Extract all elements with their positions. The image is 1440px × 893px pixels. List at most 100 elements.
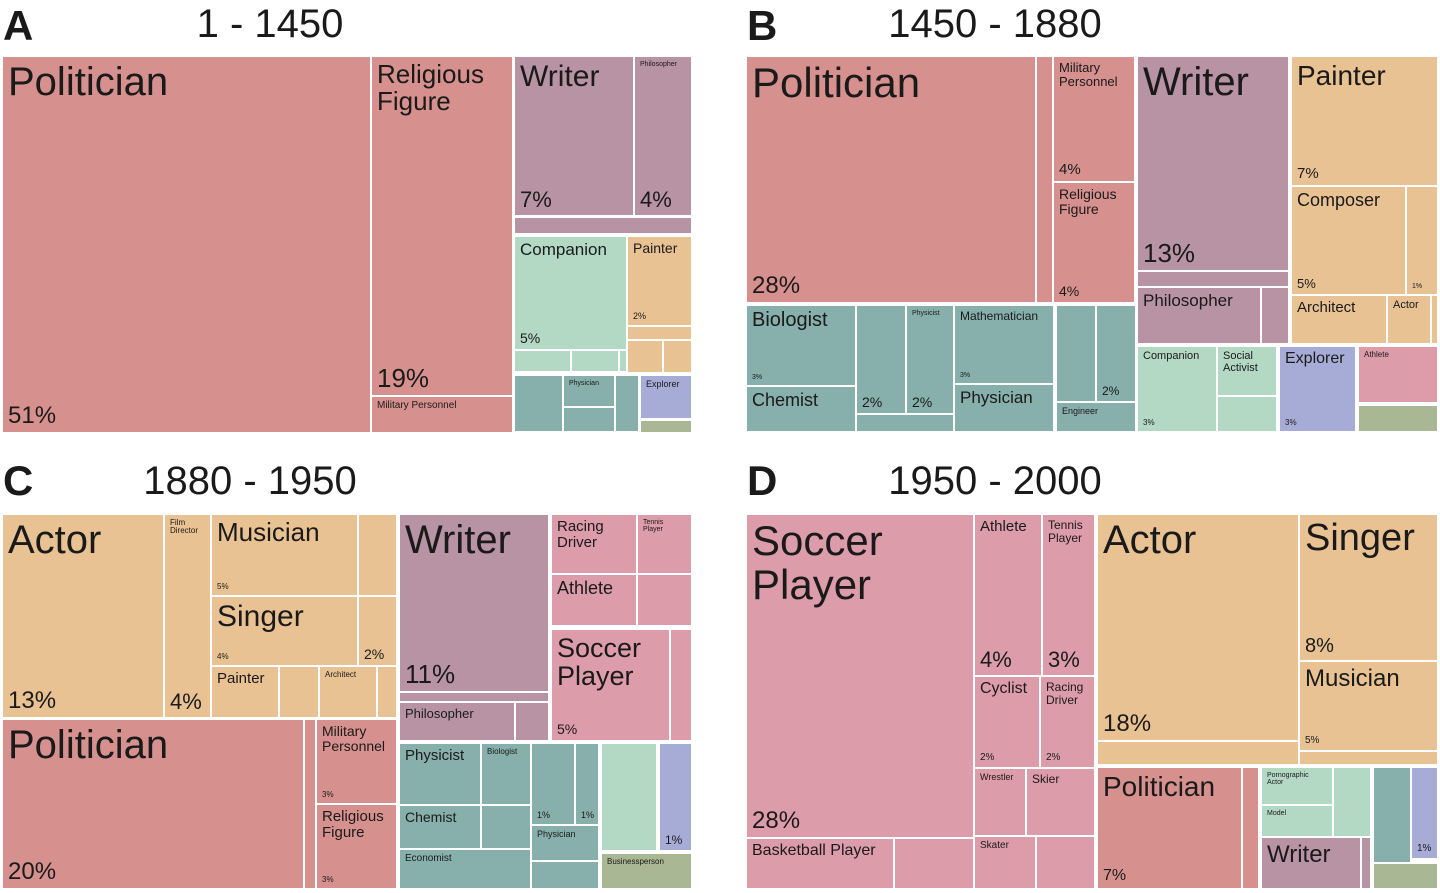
tile-architect: Architect <box>320 667 376 717</box>
tile-physician: Physician <box>955 385 1053 431</box>
tile-model: Model <box>1262 806 1332 836</box>
tile <box>1243 768 1258 888</box>
tile-philosopher: Philosopher <box>400 703 514 740</box>
tile-physician: Physician <box>564 376 614 406</box>
tile <box>359 515 396 595</box>
tile-percent: 5% <box>1297 276 1316 291</box>
tile-percent: 8% <box>1305 635 1334 657</box>
tile <box>857 415 953 431</box>
tile <box>1138 272 1288 286</box>
tile <box>1359 406 1437 431</box>
tile-racing-driver: Racing Driver 2% <box>1041 677 1094 767</box>
tile <box>1037 57 1052 302</box>
tile-religious-figure: Religious Figure 19% <box>372 57 512 395</box>
tile-percent: 4% <box>170 689 202 714</box>
tile-percent: 3% <box>1048 647 1080 672</box>
tile-percent: 3% <box>960 372 971 379</box>
tile-biologist: Biologist <box>482 744 530 804</box>
tile-label: Skater <box>980 840 1009 851</box>
tile-percent: 1% <box>537 810 551 820</box>
tile-label: Painter <box>633 240 678 256</box>
tile-percent: 5% <box>217 582 229 591</box>
tile: 2% <box>359 597 396 665</box>
tile-tennis-player: Tennis Player <box>638 515 691 573</box>
tile-label: Military Personnel <box>1059 60 1118 89</box>
tile-politician: Politician 7% <box>1098 768 1241 888</box>
tile <box>482 806 530 848</box>
tile <box>1374 864 1437 888</box>
tile: 2% <box>1097 306 1135 401</box>
tile-painter: Painter 2% <box>628 237 691 325</box>
tile-percent: 28% <box>752 272 801 299</box>
panel-letter: C <box>3 457 34 504</box>
tile-pornographic-actor: Pornographic Actor <box>1262 768 1332 804</box>
tile-label: Mathematician <box>960 309 1039 323</box>
tile-label: Explorer <box>1285 350 1345 367</box>
tile <box>641 421 691 432</box>
tile: 1% <box>660 744 691 850</box>
tile <box>628 341 662 372</box>
tile-label: Economist <box>405 853 452 864</box>
tile-percent: 19% <box>377 363 430 393</box>
tile-explorer: Explorer 3% <box>1280 347 1355 431</box>
tile-companion: Companion 3% <box>1138 347 1216 431</box>
tile <box>1362 838 1370 888</box>
tile-label: Singer <box>1305 517 1415 559</box>
tile: 2% <box>857 306 905 413</box>
tile-label: Biologist <box>752 309 828 331</box>
tile <box>378 667 396 717</box>
tile-label: Tennis Player <box>1048 518 1083 545</box>
tile <box>1334 768 1370 836</box>
tile <box>280 667 318 717</box>
tile-label: Philosopher <box>405 706 474 721</box>
tile-percent: 13% <box>8 687 57 714</box>
tile-architect: Architect <box>1292 296 1386 343</box>
tile-percent: 2% <box>1046 752 1061 763</box>
tile: 1% <box>1412 768 1437 858</box>
tile-label: Social Activist <box>1223 350 1258 374</box>
tile-label: Companion <box>520 240 607 259</box>
tile-percent: 18% <box>1103 710 1152 737</box>
tile-label: Engineer <box>1062 406 1099 416</box>
tile <box>895 839 973 888</box>
tile-politician: Politician 20% <box>3 720 303 888</box>
tile-label: Military Personnel <box>377 400 457 411</box>
tile-label: Chemist <box>752 390 819 410</box>
tile <box>671 630 691 740</box>
tile-label: Wrestler <box>980 772 1014 782</box>
tile-athlete: Athlete <box>1359 347 1437 402</box>
tile-chemist: Chemist <box>400 806 480 848</box>
tile: 1% <box>532 744 574 824</box>
tile-actor: Actor 13% <box>3 515 163 717</box>
tile <box>1374 768 1410 862</box>
tile-percent: 7% <box>1297 165 1319 182</box>
tile-politician: Politician 28% <box>747 57 1035 302</box>
tile <box>1432 296 1437 343</box>
tile-percent: 4% <box>1059 283 1080 299</box>
tile-label: Physician <box>960 388 1033 407</box>
tile-painter: Painter 7% <box>1292 57 1437 185</box>
tile-label: Architect <box>325 670 357 679</box>
tile <box>400 693 548 701</box>
tile-actor: Actor 18% <box>1098 515 1298 740</box>
tile-musician: Musician 5% <box>1300 662 1437 750</box>
tile-actor: Actor <box>1388 296 1430 343</box>
tile-label: Politician <box>8 723 169 767</box>
tile-percent: 1% <box>1412 283 1423 290</box>
tile-label: Physicist <box>912 310 940 317</box>
tile-percent: 2% <box>633 311 647 321</box>
tile-label: Cyclist <box>980 680 1028 697</box>
panel-title: 1450 - 1880 <box>888 2 1102 46</box>
tile-label: Actor <box>1393 299 1419 311</box>
tile-label: Philosopher <box>640 61 677 68</box>
tile <box>1057 306 1095 401</box>
tile-percent: 3% <box>1143 418 1155 427</box>
panel-letter: D <box>747 457 778 504</box>
tile <box>515 351 570 371</box>
tile-film-director: Film Director 4% <box>165 515 210 717</box>
tile-athlete: Athlete 4% <box>975 515 1041 675</box>
tile-percent: 2% <box>862 394 883 410</box>
tile-writer: Writer 7% <box>515 57 633 215</box>
tile: 1% <box>576 744 598 824</box>
tile-label: Politician <box>752 59 921 106</box>
